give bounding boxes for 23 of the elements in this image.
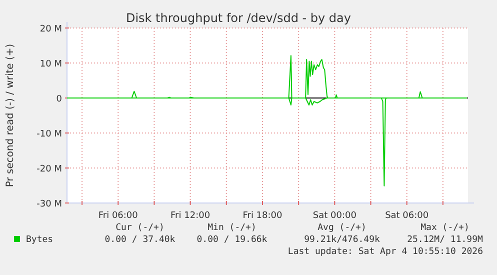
- text: Cur (-/+): [116, 223, 164, 233]
- x-tick-label: Sat 06:00: [385, 211, 429, 221]
- y-tick-label: 10 M: [40, 60, 62, 70]
- y-tick-label: -10 M: [36, 130, 62, 140]
- text: 25.12M/ 11.99M: [407, 235, 484, 245]
- y-tick-label: 20 M: [40, 24, 62, 34]
- text: 0.00 / 37.40k: [104, 235, 176, 245]
- x-tick-label: Fri 18:00: [242, 211, 283, 221]
- chart-title: Disk throughput for /dev/sdd - by day: [126, 11, 352, 25]
- text: Avg (-/+): [318, 223, 366, 233]
- y-axis-title: Pr second read (-) / write (+): [5, 44, 16, 188]
- x-tick-label: Fri 12:00: [170, 211, 210, 221]
- x-tick-label: Fri 06:00: [98, 211, 138, 221]
- y-tick-label: -20 M: [36, 164, 62, 174]
- text: Max (-/+): [420, 223, 470, 233]
- legend-label: Bytes: [26, 235, 54, 245]
- y-tick-label: 0: [56, 94, 62, 104]
- y-tick-label: -30 M: [36, 200, 62, 210]
- x-tick-label: Sat 00:00: [312, 211, 357, 221]
- text: 0.00 / 19.66k: [196, 235, 268, 245]
- text: Min (-/+): [208, 223, 256, 233]
- text: Last update: Sat Apr 4 10:55:10 2026: [288, 247, 483, 257]
- text: 99.21k/476.49k: [304, 235, 381, 245]
